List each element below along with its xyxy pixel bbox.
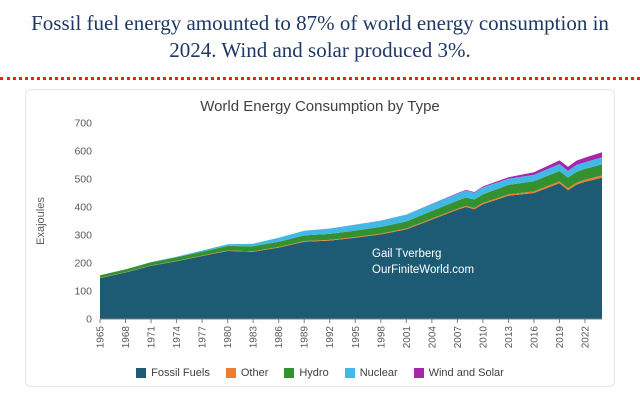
legend-item-other: Other <box>225 366 269 379</box>
y-tick-label: 300 <box>74 229 92 241</box>
area-nuclear <box>100 156 602 275</box>
x-tick-label: 2010 <box>478 325 489 348</box>
chart-legend: Fossil Fuels Other Hydro Nuclear Wind and So… <box>26 367 614 384</box>
area-fossil-fuels <box>100 177 602 319</box>
x-tick-label: 1977 <box>198 325 209 348</box>
legend-item-wind-and-solar: Wind and Solar <box>413 366 504 379</box>
legend-label: Nuclear <box>359 366 398 379</box>
legend-swatch-nuclear <box>344 367 355 378</box>
x-tick-label: 1986 <box>274 325 285 348</box>
y-tick-label: 200 <box>74 257 92 269</box>
x-tick-label: 1995 <box>351 325 362 348</box>
x-tick-label: 1974 <box>172 325 183 348</box>
x-tick-label: 2022 <box>580 325 591 348</box>
y-axis-title: Exajoules <box>35 196 47 244</box>
stacked-areas <box>100 151 602 319</box>
area-other <box>100 174 602 278</box>
x-tick-label: 1968 <box>121 325 132 348</box>
x-tick-label: 2007 <box>453 325 464 348</box>
chart-annotation: Gail Tverberg OurFiniteWorld.com <box>372 248 474 276</box>
legend-item-hydro: Hydro <box>284 366 329 379</box>
legend-label: Other <box>240 366 269 379</box>
chart-title: World Energy Consumption by Type <box>200 97 440 115</box>
x-tick-label: 2004 <box>427 325 438 348</box>
legend-swatch-hydro <box>284 367 295 378</box>
x-tick-label: 2001 <box>402 325 413 348</box>
energy-consumption-chart: 0 100 200 300 400 500 600 700 1965 1968 1971 1974 19… <box>35 117 602 348</box>
y-tick-label: 0 <box>86 313 92 325</box>
annotation-site: OurFiniteWorld.com <box>372 264 474 276</box>
x-tick-label: 2016 <box>529 325 540 348</box>
x-tick-label: 1992 <box>325 325 336 348</box>
legend-label: Fossil Fuels <box>151 366 210 379</box>
legend-label: Hydro <box>299 366 329 379</box>
y-tick-label: 100 <box>74 285 92 297</box>
y-tick-label: 600 <box>74 145 92 157</box>
area-hydro <box>100 163 602 278</box>
chart-axes: 0 100 200 300 400 500 600 700 1965 1968 1971 1974 19… <box>74 117 602 348</box>
x-tick-label: 1983 <box>249 325 260 348</box>
y-tick-label: 500 <box>74 173 92 185</box>
x-tick-label: 2019 <box>555 325 566 348</box>
x-tick-label: 1971 <box>147 325 158 348</box>
x-tick-label: 1989 <box>300 325 311 348</box>
legend-label: Wind and Solar <box>428 366 504 379</box>
area-wind-and-solar <box>100 151 602 275</box>
headline-text: Fossil fuel energy amounted to 87% of wo… <box>0 0 640 80</box>
x-tick-label: 1980 <box>223 325 234 348</box>
x-tick-label: 1965 <box>96 325 107 348</box>
y-tick-label: 700 <box>74 117 92 129</box>
x-tick-label: 1998 <box>376 325 387 348</box>
legend-item-fossil-fuels: Fossil Fuels <box>136 367 210 379</box>
x-tick-label: 2013 <box>504 325 515 348</box>
chart-panel: World Energy Consumption by Type 0 100 200… <box>25 88 615 387</box>
legend-item-nuclear: Nuclear <box>344 366 398 379</box>
legend-swatch-fossil-fuels <box>136 367 147 378</box>
legend-swatch-wind-and-solar <box>413 367 424 378</box>
legend-swatch-other <box>225 367 236 378</box>
y-tick-label: 400 <box>74 201 92 213</box>
annotation-author: Gail Tverberg <box>372 248 441 260</box>
